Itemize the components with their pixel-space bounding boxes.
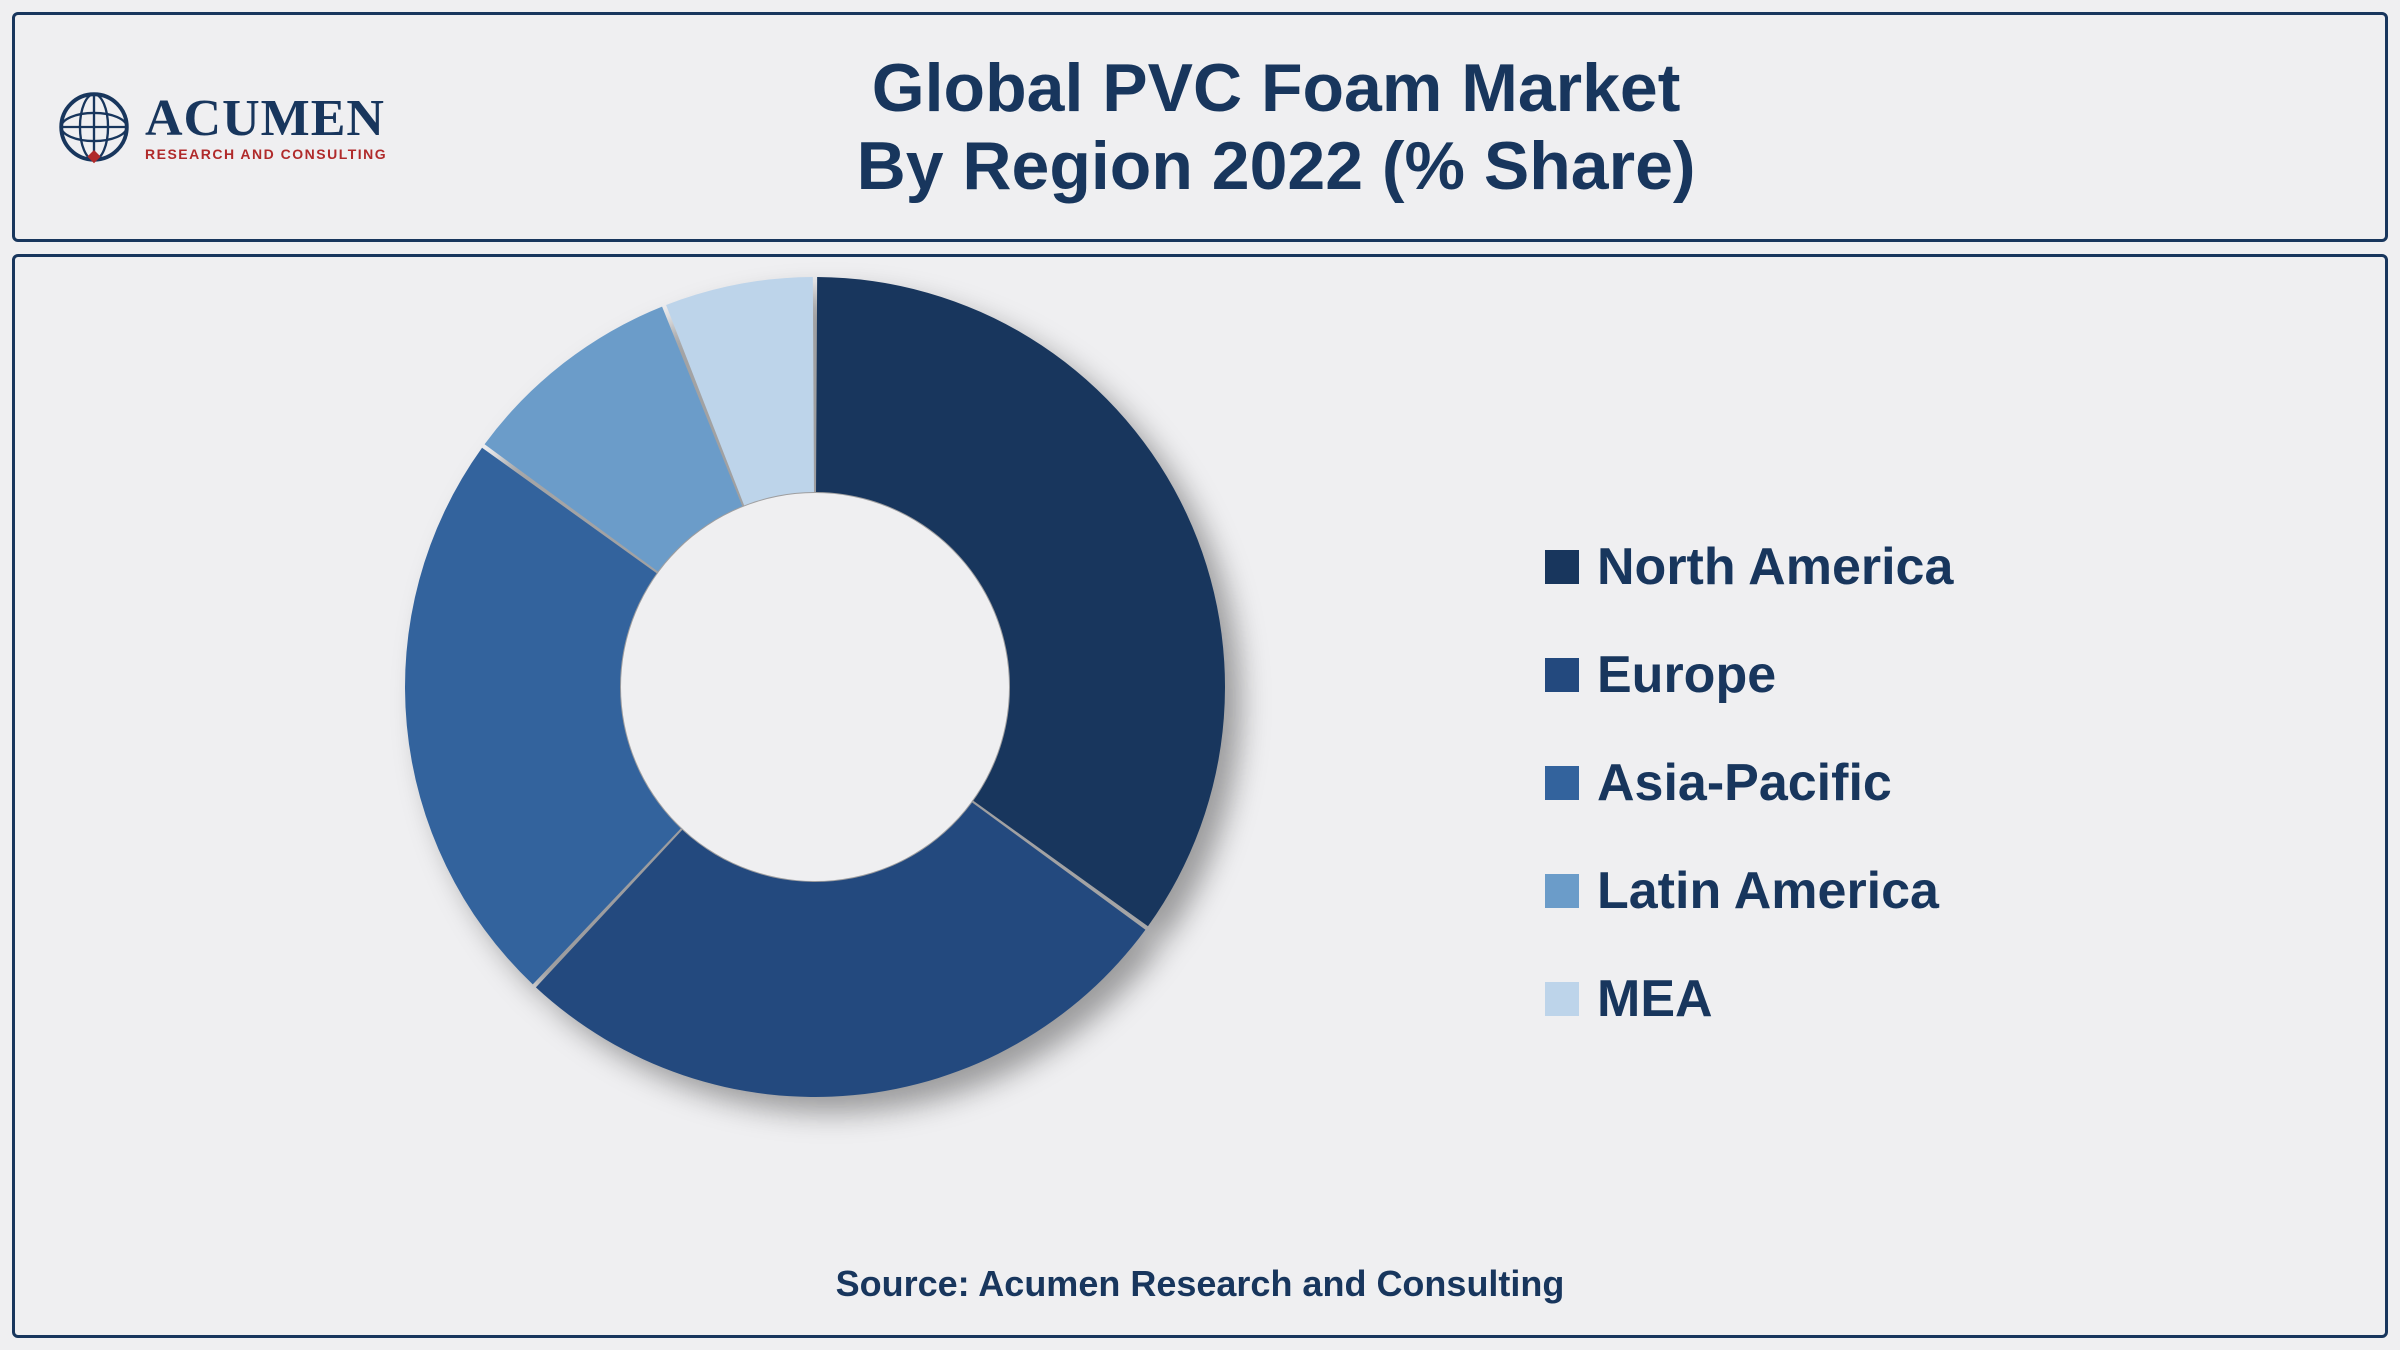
header-bar: ACUMEN RESEARCH AND CONSULTING Global PV…: [12, 12, 2388, 242]
source-text: Source: Acumen Research and Consulting: [15, 1263, 2385, 1305]
legend-item: MEA: [1545, 969, 1953, 1029]
legend-swatch: [1545, 766, 1579, 800]
legend-swatch: [1545, 658, 1579, 692]
legend-item: Asia-Pacific: [1545, 753, 1953, 813]
legend-swatch: [1545, 874, 1579, 908]
legend-item: Latin America: [1545, 861, 1953, 921]
legend-label: MEA: [1597, 969, 1713, 1029]
legend-label: Asia-Pacific: [1597, 753, 1892, 813]
legend-swatch: [1545, 550, 1579, 584]
title-line-1: Global PVC Foam Market: [387, 49, 2165, 127]
brand-text: ACUMEN RESEARCH AND CONSULTING: [145, 93, 387, 161]
globe-icon: [55, 88, 133, 166]
legend-item: North America: [1545, 537, 1953, 597]
brand-logo: ACUMEN RESEARCH AND CONSULTING: [55, 88, 387, 166]
legend-item: Europe: [1545, 645, 1953, 705]
donut-hole: [621, 493, 1009, 881]
legend-swatch: [1545, 982, 1579, 1016]
brand-tagline: RESEARCH AND CONSULTING: [145, 147, 387, 161]
chart-title: Global PVC Foam Market By Region 2022 (%…: [387, 49, 2345, 205]
legend: North America Europe Asia-Pacific Latin Ame…: [1545, 537, 1953, 1029]
chart-body: North America Europe Asia-Pacific Latin Ame…: [12, 254, 2388, 1338]
donut-chart: [405, 277, 1225, 1097]
brand-name: ACUMEN: [145, 93, 387, 145]
legend-label: Latin America: [1597, 861, 1939, 921]
title-line-2: By Region 2022 (% Share): [387, 127, 2165, 205]
legend-label: Europe: [1597, 645, 1776, 705]
legend-label: North America: [1597, 537, 1953, 597]
